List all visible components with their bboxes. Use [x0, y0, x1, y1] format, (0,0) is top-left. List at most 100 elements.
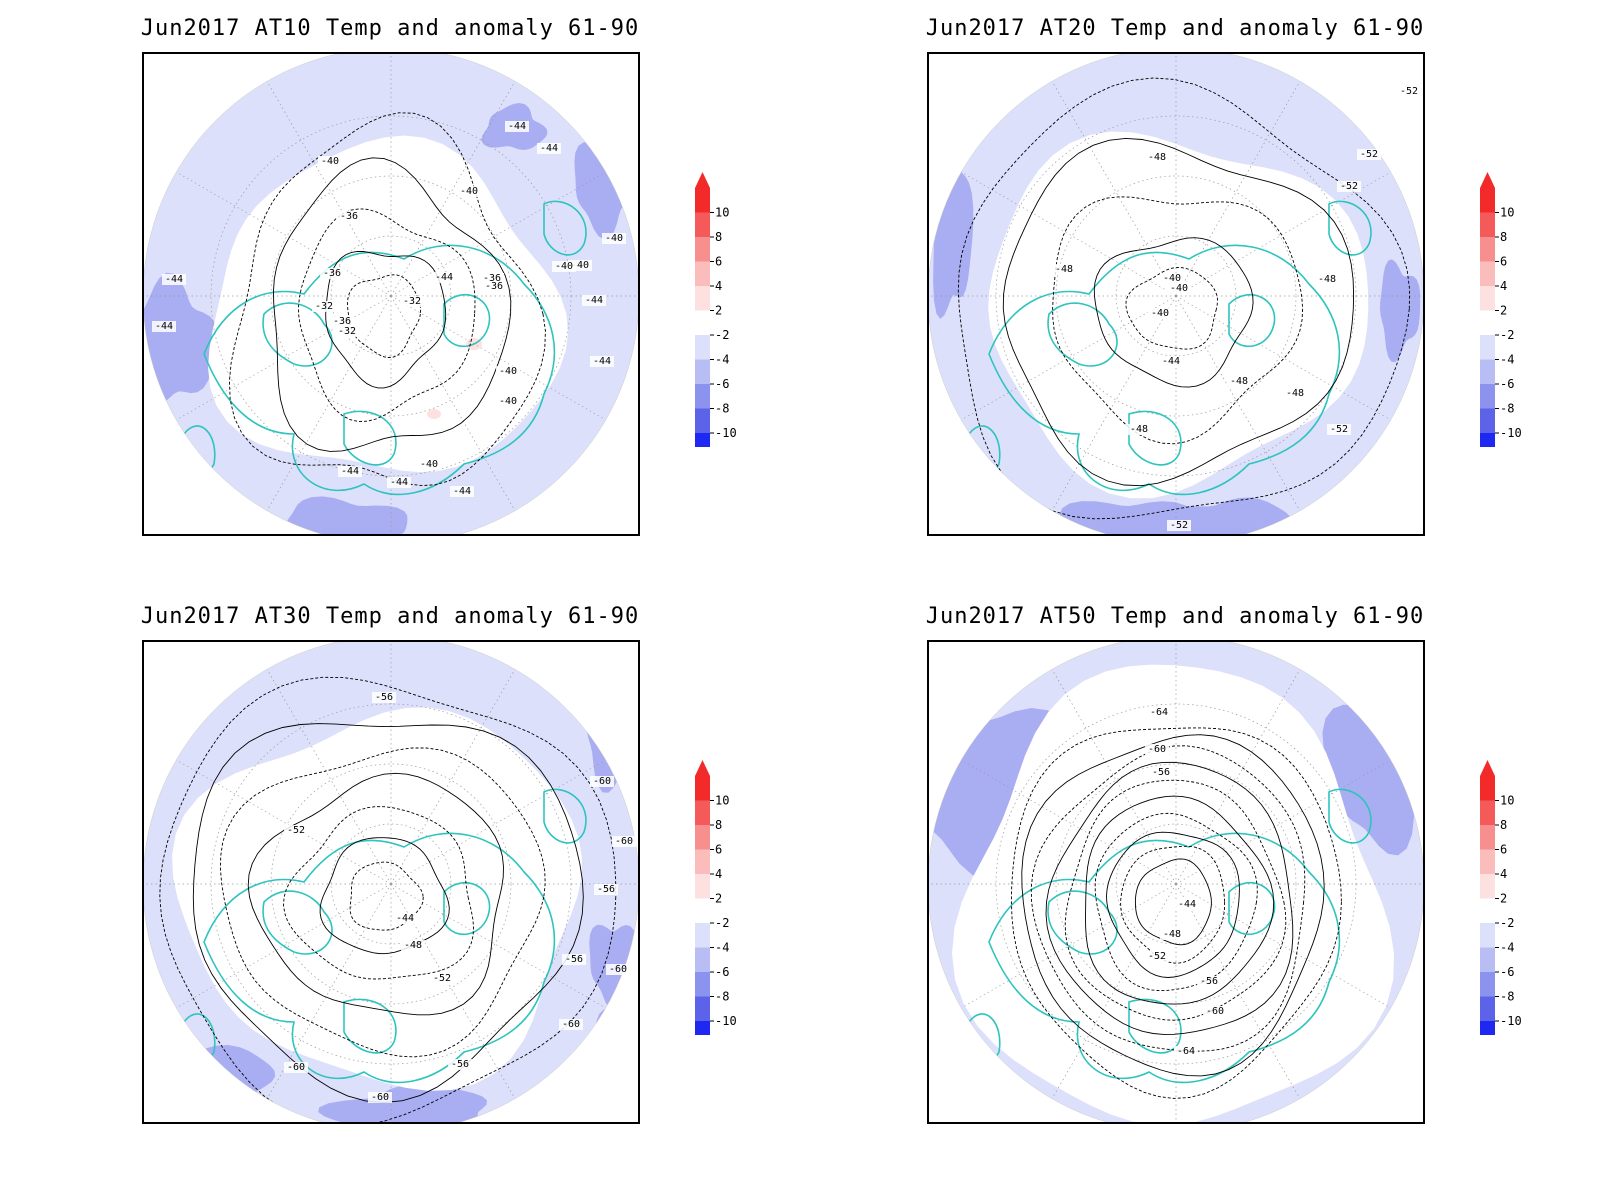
colorbar-tick-label: -2 — [715, 328, 729, 342]
latitude-circle — [210, 703, 572, 1065]
meridian-line — [1175, 171, 1391, 297]
meridian-line — [1051, 669, 1177, 885]
anomaly-patch — [144, 272, 219, 408]
contour-label: -44 — [435, 272, 453, 283]
colorbar-tick-label: 8 — [715, 818, 722, 832]
meridian-line — [1175, 295, 1301, 511]
contour-label: -60 — [371, 1092, 389, 1103]
contour-label-bg — [387, 477, 411, 488]
colorbar-swatch — [695, 335, 710, 360]
colorbar-tick-label: 4 — [1500, 279, 1507, 293]
contour-label: -40 — [499, 396, 517, 407]
temperature-contour — [159, 676, 617, 1122]
colorbar-swatch — [695, 310, 710, 336]
contour-label: -44 — [585, 295, 603, 306]
contour-label: -60 — [562, 1019, 580, 1030]
contour-label-bg — [1167, 283, 1191, 294]
contour-label: -60 — [287, 1062, 305, 1073]
meridian-line — [1051, 883, 1177, 1099]
colorbar-swatch — [695, 237, 710, 262]
contour-label-bg — [505, 121, 529, 132]
contour-label: -44 — [593, 356, 611, 367]
panel-title: Jun2017 AT10 Temp and anomaly 61-90 — [140, 16, 640, 41]
contour-label: -44 — [390, 477, 408, 488]
meridian-line — [390, 295, 606, 421]
contour-label-bg — [284, 1062, 308, 1073]
colorbar-top-arrow — [1480, 172, 1495, 188]
contour-label: -36 — [485, 281, 503, 292]
contour-label-bg — [590, 356, 614, 367]
contour-label: -52 — [1170, 520, 1188, 531]
meridian-line — [266, 669, 392, 885]
temperature-contour — [1021, 734, 1325, 1077]
contour-label-bg — [1145, 744, 1169, 755]
contour-label: -40 — [571, 260, 589, 271]
colorbar-tick-label: 8 — [715, 230, 722, 244]
temperature-contour — [1010, 727, 1342, 1099]
colorbar-swatch — [1480, 776, 1495, 801]
contour-label-bg — [1175, 899, 1199, 910]
panel-title: Jun2017 AT30 Temp and anomaly 61-90 — [140, 604, 640, 629]
contour-label-bg — [330, 316, 354, 327]
meridian-line — [1175, 295, 1391, 421]
colorbar-swatch — [695, 825, 710, 850]
contour-label-bg — [448, 1059, 472, 1070]
colorbar-tick-label: 10 — [715, 206, 729, 220]
contour-label: -40 — [1151, 308, 1169, 319]
contour-label-bg — [480, 273, 504, 284]
contour-label-bg — [1145, 152, 1169, 163]
contour-label-bg — [1127, 424, 1151, 435]
contour-label-bg — [594, 884, 618, 895]
contour-label: -60 — [1148, 744, 1166, 755]
contour-label-bg — [1227, 376, 1251, 387]
contour-label-bg — [1174, 1046, 1198, 1057]
temperature-contour — [1085, 795, 1275, 1005]
coastline — [343, 998, 397, 1054]
meridian-line — [176, 171, 392, 297]
map-frame: -44 -44 -40 -40 -36 -36 -36 -32 -32 -32 -36 -40 -40-… — [142, 52, 640, 536]
latitude-circle — [1055, 763, 1297, 1005]
contour-label: -40 — [1163, 273, 1181, 284]
neutral-anomaly-region — [988, 131, 1369, 499]
contour-label-bg — [1327, 424, 1351, 435]
contour-label: -36 — [340, 211, 358, 222]
colorbar-tick-label: 4 — [1500, 867, 1507, 881]
contour-label-bg — [562, 954, 586, 965]
colorbar-swatch — [695, 359, 710, 385]
latitude-circle — [330, 823, 452, 945]
contour-label: -48 — [1230, 376, 1248, 387]
contour-label: -32 — [338, 326, 356, 337]
colorbar-swatch — [1480, 261, 1495, 287]
colorbar-swatch — [695, 874, 710, 899]
meridian-line — [961, 759, 1177, 885]
temperature-contour — [325, 250, 447, 389]
colorbar-tick-label: 2 — [1500, 304, 1507, 318]
colorbar-swatch — [695, 923, 710, 948]
contour-label: -40 — [321, 156, 339, 167]
colorbar-legend: 10 8 6 4 2 -2 -4 -6 -8 -10 — [695, 172, 737, 447]
colorbar-swatch — [1480, 825, 1495, 850]
colorbar-tick-label: -6 — [715, 965, 729, 979]
colorbar-tick-label: -2 — [1500, 328, 1514, 342]
temperature-contour — [1120, 845, 1226, 964]
contour-label: -44 — [396, 913, 414, 924]
coastline — [262, 890, 333, 955]
coastline — [543, 788, 587, 844]
meridian-line — [390, 295, 516, 511]
contour-label: -60 — [615, 836, 633, 847]
contour-label: -48 — [1286, 388, 1304, 399]
contour-label-bg — [1197, 976, 1221, 987]
colorbar-swatch — [1480, 996, 1495, 1022]
contour-label: -40 — [420, 459, 438, 470]
contour-label-bg — [335, 326, 359, 337]
contour-label-bg — [590, 776, 614, 787]
temperature-contour — [1045, 761, 1294, 1035]
contour-label: -64 — [1150, 707, 1168, 718]
meridian-line — [266, 883, 392, 1099]
contour-label: -56 — [1200, 976, 1218, 987]
contour-label-bg — [312, 301, 336, 312]
contour-label: -56 — [597, 884, 615, 895]
colorbar-tick-label: -6 — [1500, 965, 1514, 979]
colorbar-swatch — [1480, 384, 1495, 409]
anomaly-patch — [1380, 259, 1421, 363]
